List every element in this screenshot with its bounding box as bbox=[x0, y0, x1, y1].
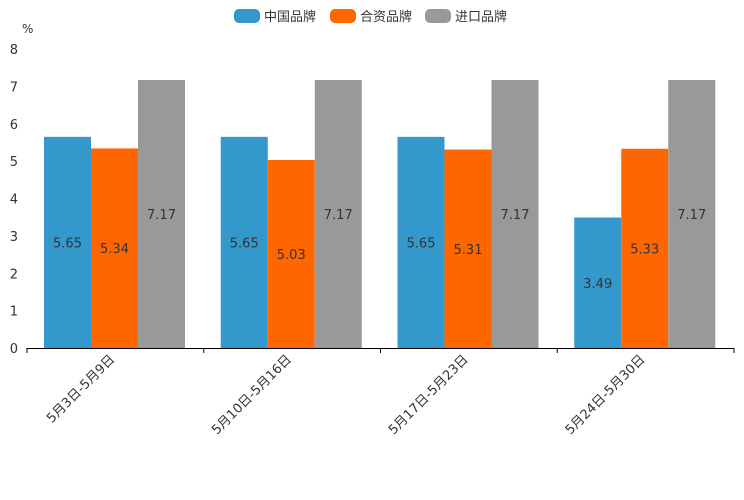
legend-swatch bbox=[425, 9, 451, 23]
data-label: 3.49 bbox=[583, 277, 612, 292]
x-axis: 5月3日-5月9日 5月10日-5月16日 5月17日-5月23日 5月24日-5月3… bbox=[26, 348, 735, 438]
y-tick-label: 3 bbox=[10, 230, 18, 245]
value-labels: 5.65 5.34 7.17 5.65 5.03 7.17 5.65 5.31 7.17 3.49… bbox=[53, 208, 706, 292]
bar bbox=[444, 149, 492, 348]
x-tick-label: 5月24日-5月30日 bbox=[563, 352, 649, 438]
data-label: 5.65 bbox=[53, 236, 82, 251]
y-tick-label: 0 bbox=[10, 342, 18, 357]
legend: 中国品牌 合资品牌 进口品牌 bbox=[234, 9, 507, 25]
y-tick-label: 5 bbox=[10, 155, 18, 170]
legend-label: 进口品牌 bbox=[455, 9, 507, 25]
data-label: 5.34 bbox=[100, 242, 129, 257]
y-tick-label: 4 bbox=[10, 193, 18, 208]
y-tick-label: 7 bbox=[10, 80, 18, 95]
y-axis: 0 1 2 3 4 5 6 7 8 bbox=[10, 43, 18, 357]
y-axis-unit-label: % bbox=[22, 22, 33, 36]
x-tick-label: 5月17日-5月23日 bbox=[386, 352, 472, 438]
bar bbox=[91, 148, 138, 348]
bar bbox=[44, 136, 91, 348]
data-label: 5.03 bbox=[277, 248, 306, 263]
bar bbox=[314, 80, 362, 349]
x-tick-label: 5月3日-5月9日 bbox=[44, 352, 118, 426]
data-label: 7.17 bbox=[324, 208, 353, 223]
data-label: 7.17 bbox=[677, 208, 706, 223]
bar bbox=[220, 136, 268, 348]
bar bbox=[574, 217, 622, 348]
legend-label: 中国品牌 bbox=[264, 9, 316, 25]
data-label: 7.17 bbox=[501, 208, 530, 223]
bar bbox=[267, 160, 315, 348]
y-tick-label: 8 bbox=[10, 43, 18, 58]
legend-label: 合资品牌 bbox=[360, 9, 412, 25]
data-label: 5.33 bbox=[630, 242, 659, 257]
y-tick-label: 1 bbox=[10, 305, 18, 320]
legend-swatch bbox=[234, 9, 260, 23]
legend-swatch bbox=[330, 9, 356, 23]
bar bbox=[491, 80, 539, 349]
bars bbox=[44, 80, 716, 349]
bar bbox=[621, 148, 669, 348]
bar bbox=[138, 80, 185, 349]
data-label: 7.17 bbox=[147, 208, 176, 223]
data-label: 5.65 bbox=[230, 236, 259, 251]
bar bbox=[397, 136, 445, 348]
y-tick-label: 2 bbox=[10, 267, 18, 282]
bar bbox=[668, 80, 716, 349]
data-label: 5.65 bbox=[407, 236, 436, 251]
x-tick-label: 5月10日-5月16日 bbox=[209, 352, 295, 438]
data-label: 5.31 bbox=[454, 243, 483, 258]
y-tick-label: 6 bbox=[10, 118, 18, 133]
